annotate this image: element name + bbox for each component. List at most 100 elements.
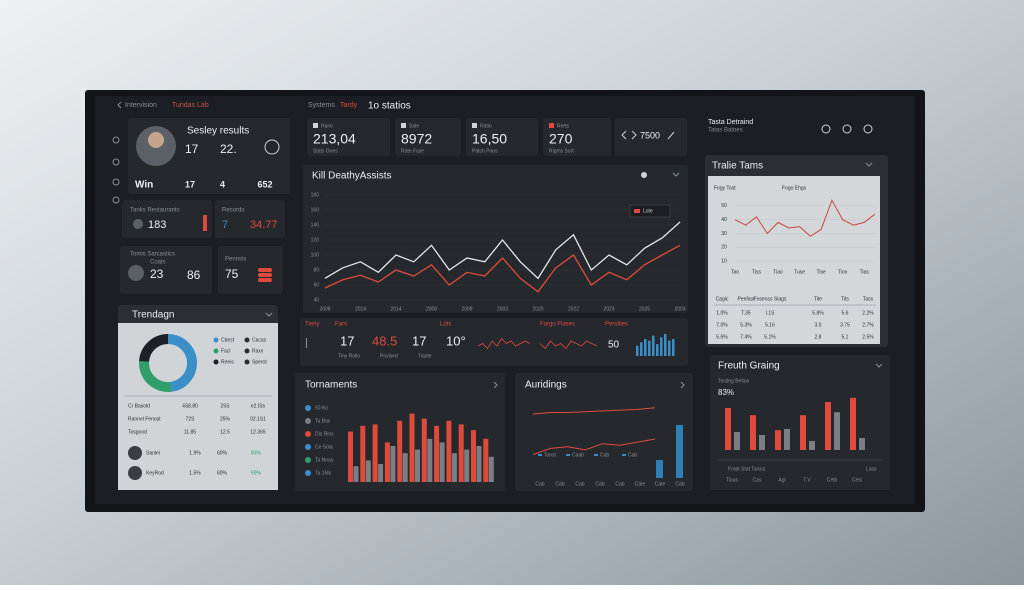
x-tick-label: Cab [615, 481, 624, 487]
bar [784, 429, 790, 450]
footer-label: Fropt Stat Tanics [728, 466, 766, 472]
side-icon [112, 136, 120, 144]
line-series [734, 199, 876, 237]
card-title: Pennsis [225, 257, 246, 263]
bar [409, 413, 415, 482]
bar [365, 460, 371, 482]
donut-segment [167, 334, 197, 392]
panel-title: Tasta Detraind [708, 119, 753, 126]
profile-title: Sesley results [187, 126, 249, 137]
legend-label: Cab [628, 452, 637, 458]
player-cell: KeyRod [146, 470, 164, 476]
table-cell: 72S [186, 416, 196, 422]
chevron [680, 381, 685, 389]
mini-bar [656, 344, 659, 356]
bar [488, 456, 494, 482]
nav-crumb: Tundas Lab [172, 102, 209, 109]
table-cell: 5.1% [764, 334, 776, 340]
bar [439, 442, 445, 482]
panel-subtitle: Testing Betios [718, 378, 750, 384]
mini-bar [664, 333, 667, 356]
summary-label: Forgo Flases [540, 322, 575, 328]
bar [458, 424, 464, 482]
stat-card [615, 118, 687, 156]
stat-label: Rano [321, 123, 333, 129]
bar [378, 464, 384, 482]
stat-note: Patch Paos [472, 148, 498, 154]
x-tick-label: 2008 [426, 306, 437, 312]
y-tick-label: 50 [721, 203, 727, 209]
stat-card [466, 118, 538, 156]
player-cell: 1.5% [189, 470, 201, 476]
x-tick-label: Agi [778, 477, 785, 483]
table-cell: 12.5 [220, 429, 230, 435]
card-value: 86 [187, 268, 201, 282]
legend-label: Fogo Ehgs [782, 185, 807, 191]
x-tick-label: 2003 [674, 306, 685, 312]
bar [775, 430, 781, 450]
legend-dot [305, 444, 311, 450]
profile-value: 17 [185, 142, 199, 156]
collapse-icon [865, 162, 873, 167]
x-tick-label: Tiov [838, 269, 848, 275]
panel-title: Auridings [525, 380, 567, 391]
y-tick-label: 60 [313, 282, 319, 288]
team-card [120, 246, 212, 294]
panel-value: 83% [718, 388, 734, 397]
table-header: Cagic [716, 296, 729, 302]
line-series [532, 407, 656, 415]
profile-value: 22. [220, 142, 237, 156]
table-cell: 2.7% [862, 322, 874, 328]
stat-label: Rerts [557, 123, 569, 129]
legend-dot [305, 431, 311, 437]
donut-segment [139, 334, 169, 363]
card-value: 34.77 [250, 219, 278, 231]
table-header: Tite [814, 296, 822, 302]
line-series [324, 221, 681, 280]
summary-label: Persities [605, 322, 628, 328]
bar [372, 424, 378, 482]
line-series [477, 337, 531, 350]
bar [809, 441, 815, 450]
bar [451, 453, 457, 482]
table-cell: 5.16 [765, 322, 775, 328]
x-tick-label: Cab [675, 481, 684, 487]
panel-title: Freuth Graing [718, 361, 780, 372]
collapse-icon [265, 312, 273, 317]
y-tick-label: 80 [313, 267, 319, 273]
legend-label: Caab [572, 452, 584, 458]
x-tick-label: 2023 [603, 306, 614, 312]
stat-value: 270 [549, 131, 573, 147]
bar [476, 446, 482, 482]
link-icon [667, 131, 675, 140]
table-cell: 5.3% [740, 322, 752, 328]
legend-dot [244, 337, 250, 343]
legend-dot [305, 418, 311, 424]
table-cell: 1.0% [716, 310, 728, 316]
bar [348, 431, 353, 482]
stack-icon [258, 273, 272, 277]
x-tick-label: Cate [635, 481, 646, 487]
side-icon [112, 158, 120, 166]
summary-panel [300, 318, 688, 366]
summary-value: 50 [608, 340, 620, 351]
bar [859, 438, 865, 450]
bar [825, 402, 831, 450]
bar [427, 438, 433, 482]
legend-dot [213, 359, 219, 365]
y-tick-label: 40 [721, 217, 727, 223]
y-tick-label: 20 [721, 245, 727, 251]
legend-label: Reeis [221, 359, 234, 365]
bar [360, 425, 366, 482]
card-title: Tomis Sarcastics [130, 252, 175, 258]
header-icon [863, 124, 873, 134]
bar [800, 415, 806, 450]
mini-bar [672, 339, 675, 356]
clock-icon [264, 139, 280, 155]
side-icon [112, 196, 120, 204]
legend-dot [305, 405, 311, 411]
card-value: 7 [222, 219, 228, 231]
table-cell: 12.365 [250, 429, 266, 435]
player-cell: 60% [217, 450, 228, 456]
